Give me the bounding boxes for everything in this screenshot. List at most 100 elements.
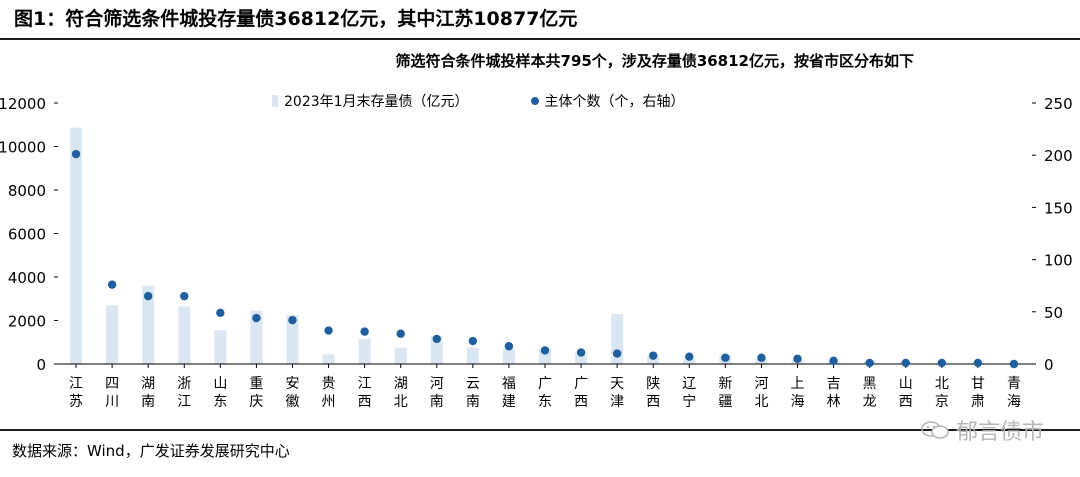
x-tick-label: 广 [574, 376, 588, 392]
bar [502, 348, 515, 364]
count-point [252, 313, 261, 323]
count-point [107, 280, 117, 289]
source-note: 数据来源：Wind，广发证券发展研究中心 [12, 442, 290, 460]
x-tick-label: 肃 [971, 394, 985, 410]
x-tick-label: 北 [935, 376, 949, 392]
chart-legend: 2023年1月末存量债（亿元） 主体个数（个，右轴） [272, 91, 685, 111]
watermark-text: 郁言债市 [955, 420, 1044, 445]
x-tick-label: 苏 [69, 394, 83, 410]
y-right-tick-label: 100 [1044, 252, 1073, 270]
count-point [865, 358, 874, 368]
count-point [396, 329, 405, 338]
x-tick-label: 海 [1007, 394, 1021, 410]
x-tick-label: 海 [791, 394, 805, 410]
bar-scatter-chart: 0 2000 4000 6000 8000 10000 12000 0 50 100 150 200 2… [0, 95, 1073, 410]
bar [358, 338, 371, 364]
y-left-tick-label: 2000 [8, 313, 46, 331]
x-tick-label: 北 [754, 394, 768, 410]
y-left-tick-label: 0 [36, 356, 46, 374]
x-tick-label: 青 [1007, 376, 1021, 392]
count-point [143, 291, 153, 301]
count-point [576, 348, 586, 357]
x-tick-label: 东 [538, 394, 552, 410]
x-tick-label: 安 [285, 376, 299, 392]
bar [214, 330, 227, 364]
legend-item-dots: 主体个数（个，右轴） [530, 91, 685, 111]
x-tick-label: 湖 [394, 376, 408, 392]
x-tick-label: 南 [430, 394, 444, 410]
x-tick-label: 西 [899, 394, 913, 410]
x-tick-label: 津 [610, 394, 624, 410]
count-point [901, 358, 910, 368]
x-tick-label: 江 [358, 376, 372, 392]
x-tick-label: 福 [502, 376, 516, 392]
x-tick-label: 西 [646, 394, 660, 410]
bar [466, 347, 479, 364]
count-point [180, 291, 189, 301]
y-left-tick-label: 12000 [0, 95, 46, 113]
count-point [685, 352, 694, 361]
x-tick-label: 建 [502, 394, 516, 410]
x-tick-label: 天 [610, 376, 624, 392]
count-point [288, 315, 297, 325]
bar [683, 358, 696, 364]
x-tick-label: 疆 [718, 394, 732, 410]
x-tick-label: 黑 [863, 376, 877, 392]
x-tick-label: 广 [538, 376, 552, 392]
legend-bar-label: 2023年1月末存量债（亿元） [284, 94, 469, 110]
x-tick-label: 辽 [682, 376, 696, 392]
x-tick-label: 江 [69, 376, 83, 392]
x-tick-label: 河 [754, 376, 768, 392]
bar [394, 347, 407, 364]
bar [142, 285, 155, 364]
bar [70, 127, 83, 364]
count-point [721, 353, 730, 362]
bar [106, 305, 119, 364]
x-tick-label: 浙 [177, 376, 191, 392]
count-point [71, 149, 81, 159]
y-left-tick-label: 4000 [8, 269, 46, 287]
y-right-tick-label: 250 [1044, 95, 1073, 113]
bar [250, 310, 263, 364]
count-point [612, 349, 622, 358]
x-tick-label: 甘 [971, 376, 985, 392]
y-left-tick-label: 8000 [8, 182, 46, 200]
bar [178, 306, 191, 364]
count-point [432, 334, 441, 344]
figure-title: 图1：符合筛选条件城投存量债36812亿元，其中江苏10877亿元 [14, 8, 578, 30]
x-tick-label: 东 [213, 394, 227, 410]
count-point [757, 353, 766, 362]
x-tick-label: 西 [574, 394, 588, 410]
x-tick-label: 南 [141, 394, 155, 410]
legend-bar-swatch [272, 95, 278, 107]
x-tick-label: 湖 [141, 376, 155, 392]
count-point [540, 346, 550, 355]
y-right-tick-label: 0 [1044, 356, 1054, 374]
y-right-tick-label: 150 [1044, 199, 1073, 217]
count-point [324, 326, 333, 335]
top-divider [0, 38, 1080, 40]
count-point [468, 336, 478, 346]
count-point [973, 358, 983, 368]
bar [575, 352, 588, 364]
count-point [649, 351, 658, 360]
x-tick-label: 山 [213, 376, 227, 392]
legend-dot-label: 主体个数（个，右轴） [544, 94, 685, 110]
x-tick-label: 河 [430, 376, 444, 392]
x-tick-label: 上 [791, 376, 805, 392]
x-tick-label: 京 [935, 394, 949, 410]
count-point [216, 308, 225, 318]
count-point [504, 342, 514, 351]
x-tick-label: 徽 [285, 394, 299, 410]
chart-subtitle: 筛选符合条件城投样本共795个，涉及存量债36812亿元，按省市区分布如下 [395, 52, 915, 70]
wechat-icon [921, 421, 949, 439]
y-right-tick-label: 50 [1044, 304, 1063, 322]
x-tick-label: 新 [718, 376, 732, 392]
x-tick-label: 南 [466, 394, 480, 410]
bottom-divider [0, 429, 1080, 431]
x-tick-label: 林 [827, 394, 841, 410]
legend-item-bars: 2023年1月末存量债（亿元） [272, 91, 469, 111]
x-tick-label: 北 [394, 394, 408, 410]
bar [430, 335, 443, 364]
y-right-tick-label: 200 [1044, 147, 1073, 165]
